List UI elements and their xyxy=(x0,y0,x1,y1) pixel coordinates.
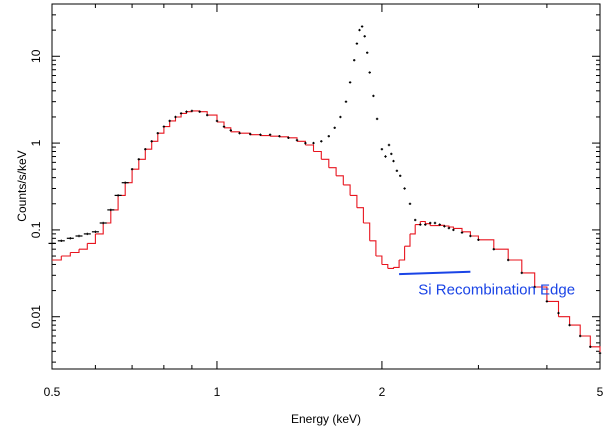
annotation-layer: Si Recombination Edge xyxy=(399,270,575,299)
model-step-segment xyxy=(103,209,112,224)
plot-frame xyxy=(51,3,601,370)
model-step-segment xyxy=(207,114,218,122)
model-step-segment xyxy=(87,233,96,244)
data-series xyxy=(48,25,602,355)
model-step-segment xyxy=(343,184,351,196)
model-step-segment xyxy=(336,175,344,185)
model-step-segment xyxy=(321,158,330,168)
model-step-segment xyxy=(151,133,159,142)
model-step-segment xyxy=(132,159,140,170)
model-step-segment xyxy=(328,167,337,176)
x-tick-label: 2 xyxy=(379,385,386,399)
model-step-segment xyxy=(169,117,177,122)
model-step-segment xyxy=(410,224,416,235)
model-step-segment xyxy=(145,141,153,150)
model-step-segment xyxy=(558,316,571,326)
y-axis-label: Counts/s/keV xyxy=(15,150,29,221)
x-axis-ticks: 0.5 1 2 5 xyxy=(44,4,604,399)
model-step-segment xyxy=(125,169,133,184)
model-step-segment xyxy=(508,259,523,273)
model-step-segment xyxy=(393,260,400,268)
model-step-segment xyxy=(521,272,536,287)
model-step-segment xyxy=(239,132,251,135)
model-step-segment xyxy=(163,120,171,128)
model-step-segment xyxy=(138,149,146,160)
annotation-underline xyxy=(399,270,471,276)
model-step-segment xyxy=(270,135,280,137)
model-step-segment xyxy=(356,207,364,223)
model-step-segment xyxy=(453,227,463,232)
model-step-segment xyxy=(420,220,426,224)
model-step-segment xyxy=(118,182,126,196)
model-step-segment xyxy=(52,256,62,261)
y-axis-ticks: 0.01 0.1 1 10 xyxy=(29,3,600,363)
model-step-segment xyxy=(297,140,306,145)
model-step-segment xyxy=(534,286,548,302)
model-step-segment xyxy=(250,134,261,136)
model-step-segment xyxy=(478,239,495,250)
model-step-segment xyxy=(260,135,271,137)
y-tick-label: 10 xyxy=(29,49,43,63)
x-tick-label: 0.5 xyxy=(44,385,61,399)
model-step-segment xyxy=(546,300,560,317)
model-step-segment xyxy=(580,335,591,347)
model-step-segment xyxy=(350,194,358,208)
model-step-segment xyxy=(70,249,80,254)
model-series xyxy=(52,110,601,354)
x-tick-label: 5 xyxy=(597,385,604,399)
x-axis-label: Energy (keV) xyxy=(291,412,361,426)
model-step-segment xyxy=(79,243,88,250)
model-step-segment xyxy=(369,240,377,256)
x-tick-label: 1 xyxy=(214,385,221,399)
model-step-segment xyxy=(61,252,71,257)
model-step-segment xyxy=(313,150,322,160)
y-tick-label: 0.01 xyxy=(29,305,43,329)
model-step-segment xyxy=(399,246,406,261)
model-step-segment xyxy=(493,248,509,260)
annotation-label: Si Recombination Edge xyxy=(418,282,575,299)
model-step-segment xyxy=(381,263,389,269)
model-step-segment xyxy=(404,233,411,247)
model-step-segment xyxy=(363,222,371,241)
model-step-segment xyxy=(288,137,298,142)
model-step-segment xyxy=(279,136,289,138)
model-step-segment xyxy=(230,131,241,134)
model-step-segment xyxy=(305,144,315,152)
y-tick-label: 0.1 xyxy=(29,221,43,238)
model-step-segment xyxy=(470,235,479,240)
model-step-segment xyxy=(95,223,104,235)
y-tick-label: 1 xyxy=(29,139,43,146)
model-step-segment xyxy=(375,255,383,265)
model-step-segment xyxy=(110,195,119,211)
model-step-segment xyxy=(569,324,581,336)
model-step-segment xyxy=(590,346,601,354)
model-step-segment xyxy=(157,126,165,134)
model-step-segment xyxy=(387,267,395,269)
model-step-segment xyxy=(462,231,471,236)
